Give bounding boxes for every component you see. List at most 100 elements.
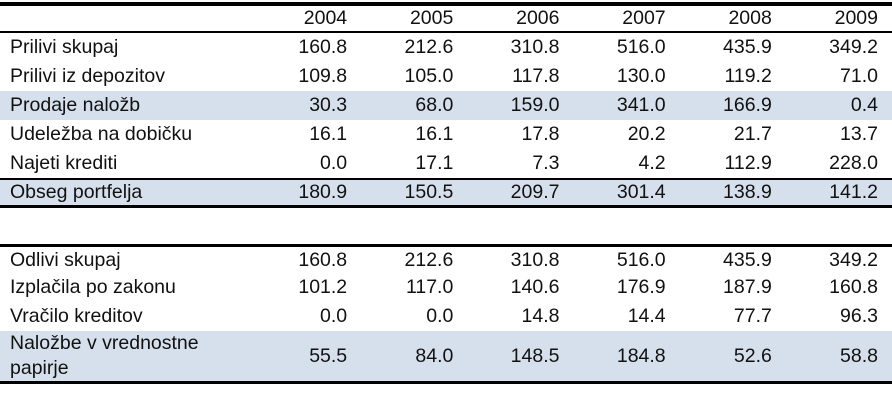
value-cell: 0.0 bbox=[426, 305, 454, 327]
year-column-header: 2006 bbox=[516, 7, 560, 29]
row-label-text: Prilivi skupaj bbox=[10, 36, 119, 58]
value-cell: 20.2 bbox=[627, 123, 666, 145]
value-cell: 141.2 bbox=[829, 181, 878, 203]
value-cell: 0.0 bbox=[320, 305, 348, 327]
value-cell: 0.4 bbox=[850, 94, 878, 116]
year-column-header: 2004 bbox=[303, 7, 348, 29]
value-cell: 176.9 bbox=[616, 276, 666, 298]
inflows-table: 2004 2005 2006 2007 2008 2009 Prilivi skupaj 1… bbox=[0, 2, 892, 208]
value-cell: 109.8 bbox=[298, 65, 348, 87]
value-cell: 16.1 bbox=[309, 123, 348, 145]
table-header-row: 2004 2005 2006 2007 2008 2009 bbox=[0, 2, 892, 33]
table-row: Vračilo kreditov 0.0 0.0 14.8 14.4 77.7 96.3 bbox=[0, 302, 892, 331]
table-row: Udeležba na dobičku 16.1 16.1 17.8 20.2 21.7 1… bbox=[0, 120, 892, 149]
row-label-text: Udeležba na dobičku bbox=[10, 123, 193, 145]
row-label-text: Najeti krediti bbox=[10, 152, 118, 174]
table-row: Prodaje naložb 30.3 68.0 159.0 341.0 166.9 0.4 bbox=[0, 91, 892, 120]
row-label: Vračilo kreditov bbox=[0, 304, 255, 329]
value-cell: 119.2 bbox=[724, 65, 772, 87]
value-cell: 71.0 bbox=[840, 65, 878, 87]
year-column-header: 2007 bbox=[622, 7, 666, 29]
value-cell: 68.0 bbox=[415, 94, 454, 116]
value-cell: 101.2 bbox=[298, 276, 348, 298]
value-cell: 117.0 bbox=[405, 276, 454, 298]
value-cell: 180.9 bbox=[298, 181, 348, 203]
value-cell: 148.5 bbox=[510, 344, 560, 367]
value-cell: 140.6 bbox=[510, 276, 560, 298]
value-cell: 212.6 bbox=[404, 36, 454, 58]
table-row: Najeti krediti 0.0 17.1 7.3 4.2 112.9 228.0 bbox=[0, 149, 892, 178]
value-cell: 84.0 bbox=[415, 344, 454, 367]
value-cell: 13.7 bbox=[840, 123, 878, 145]
table-row: Obseg portfelja 180.9 150.5 209.7 301.4 138.9… bbox=[0, 178, 892, 208]
table-row: Naložbe v vrednostne papirje 55.5 84.0 148.… bbox=[0, 331, 892, 384]
value-cell: 138.9 bbox=[723, 181, 772, 203]
row-label-text: Prodaje naložb bbox=[10, 94, 141, 116]
year-column-header: 2009 bbox=[834, 7, 878, 29]
row-label-text: Naložbe v vrednostne papirje bbox=[10, 332, 199, 379]
row-label: Obseg portfelja bbox=[0, 180, 255, 205]
value-cell: 212.6 bbox=[404, 248, 454, 271]
value-cell: 96.3 bbox=[840, 305, 878, 327]
row-label: Najeti krediti bbox=[0, 151, 255, 176]
value-cell: 435.9 bbox=[723, 36, 772, 58]
value-cell: 209.7 bbox=[510, 181, 560, 203]
row-label-text: Prilivi iz depozitov bbox=[10, 65, 165, 87]
value-cell: 21.7 bbox=[733, 123, 772, 145]
value-cell: 0.0 bbox=[320, 152, 348, 174]
value-cell: 341.0 bbox=[616, 94, 666, 116]
row-label: Izplačila po zakonu bbox=[0, 275, 255, 300]
table-row: Prilivi iz depozitov 109.8 105.0 117.8 130.0… bbox=[0, 62, 892, 91]
row-label: Prilivi iz depozitov bbox=[0, 64, 255, 89]
value-cell: 516.0 bbox=[616, 36, 666, 58]
row-label-text: Obseg portfelja bbox=[10, 181, 143, 203]
value-cell: 30.3 bbox=[309, 94, 348, 116]
value-cell: 105.0 bbox=[404, 65, 454, 87]
value-cell: 349.2 bbox=[829, 248, 878, 271]
value-cell: 160.8 bbox=[298, 36, 348, 58]
row-label: Prodaje naložb bbox=[0, 93, 255, 118]
table-row: Izplačila po zakonu 101.2 117.0 140.6 176.9 1… bbox=[0, 273, 892, 302]
row-label: Odlivi skupaj bbox=[0, 248, 255, 273]
year-column-header: 2005 bbox=[409, 7, 454, 29]
value-cell: 310.8 bbox=[510, 36, 560, 58]
value-cell: 159.0 bbox=[510, 94, 560, 116]
value-cell: 4.2 bbox=[638, 152, 666, 174]
value-cell: 160.8 bbox=[298, 248, 348, 271]
value-cell: 14.8 bbox=[521, 305, 560, 327]
value-cell: 55.5 bbox=[309, 344, 348, 367]
value-cell: 435.9 bbox=[723, 248, 772, 271]
value-cell: 17.1 bbox=[415, 152, 454, 174]
value-cell: 187.9 bbox=[723, 276, 772, 298]
row-label-text: Izplačila po zakonu bbox=[10, 276, 176, 298]
table-row: Prilivi skupaj 160.8 212.6 310.8 516.0 435.9 3… bbox=[0, 33, 892, 62]
value-cell: 349.2 bbox=[829, 36, 878, 58]
value-cell: 7.3 bbox=[532, 152, 560, 174]
value-cell: 516.0 bbox=[616, 248, 666, 271]
value-cell: 184.8 bbox=[616, 344, 666, 367]
outflows-table: Odlivi skupaj 160.8 212.6 310.8 516.0 435.9 34… bbox=[0, 244, 892, 384]
row-label: Prilivi skupaj bbox=[0, 35, 255, 60]
value-cell: 301.4 bbox=[616, 181, 666, 203]
value-cell: 17.8 bbox=[521, 123, 560, 145]
value-cell: 112.9 bbox=[724, 152, 772, 174]
value-cell: 160.8 bbox=[829, 276, 878, 298]
value-cell: 14.4 bbox=[627, 305, 666, 327]
value-cell: 16.1 bbox=[415, 123, 454, 145]
value-cell: 228.0 bbox=[829, 152, 878, 174]
value-cell: 52.6 bbox=[733, 344, 772, 367]
value-cell: 166.9 bbox=[723, 94, 772, 116]
year-column-header: 2008 bbox=[728, 7, 772, 29]
value-cell: 130.0 bbox=[616, 65, 666, 87]
value-cell: 58.8 bbox=[840, 344, 878, 367]
row-label: Naložbe v vrednostne papirje bbox=[0, 331, 255, 381]
value-cell: 150.5 bbox=[404, 181, 454, 203]
row-label-text: Vračilo kreditov bbox=[10, 305, 143, 327]
value-cell: 310.8 bbox=[510, 248, 560, 271]
row-label-text: Odlivi skupaj bbox=[10, 248, 121, 271]
row-label: Udeležba na dobičku bbox=[0, 122, 255, 147]
tables-gap bbox=[0, 208, 892, 244]
table-row: Odlivi skupaj 160.8 212.6 310.8 516.0 435.9 34… bbox=[0, 244, 892, 273]
value-cell: 77.7 bbox=[733, 305, 772, 327]
